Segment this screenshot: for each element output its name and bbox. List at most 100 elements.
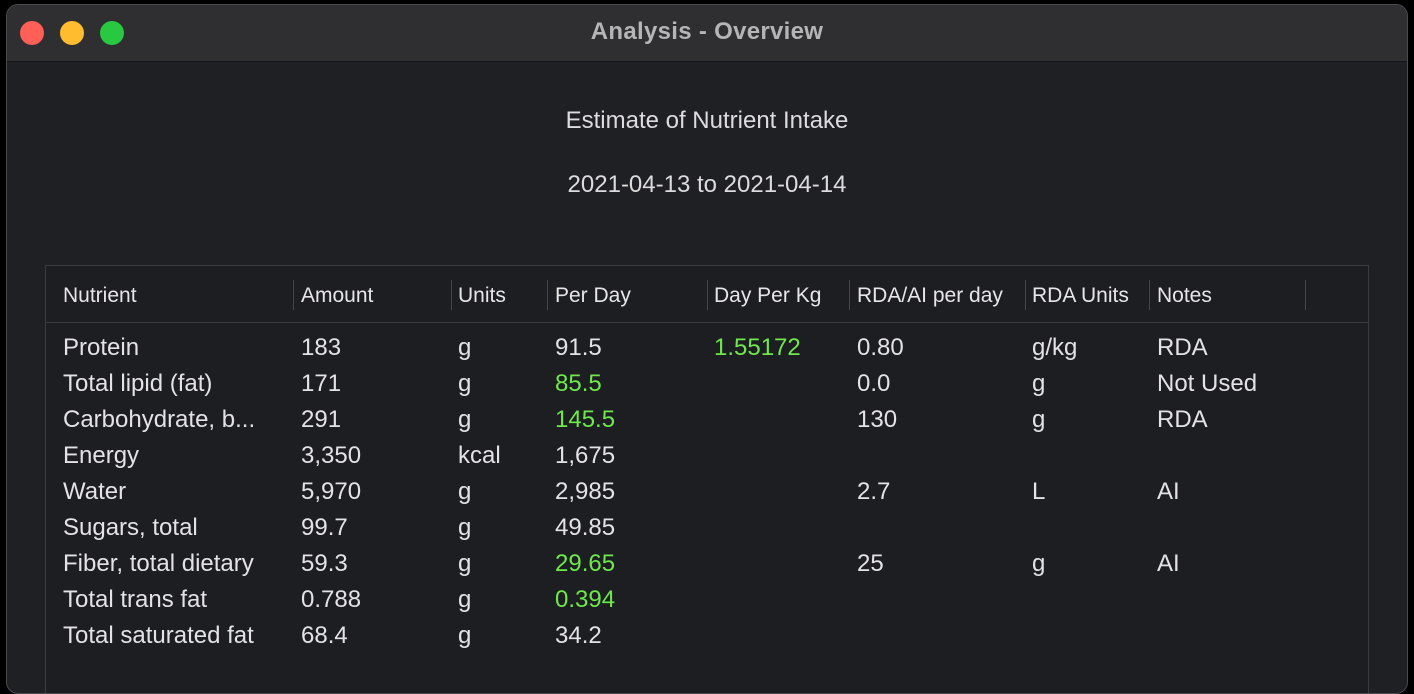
day-per-kg-cell: [714, 510, 844, 546]
table-row[interactable]: Sugars, total 99.7 g 49.85: [46, 510, 1368, 546]
notes-cell: AI: [1157, 550, 1180, 577]
column-header-nutrient[interactable]: Nutrient: [63, 284, 137, 307]
table-row[interactable]: Energy 3,350 kcal 1,675: [46, 438, 1368, 474]
column-divider[interactable]: [451, 280, 452, 310]
day-per-kg-cell: [714, 582, 844, 618]
notes-cell: AI: [1157, 478, 1180, 505]
column-header-day-per-kg[interactable]: Day Per Kg: [714, 284, 822, 307]
column-header-notes[interactable]: Notes: [1157, 284, 1212, 307]
rda-units-cell: g: [1032, 550, 1046, 577]
column-divider[interactable]: [547, 280, 548, 310]
units-cell: g: [458, 622, 472, 649]
day-per-kg-cell: [714, 546, 844, 582]
table-row[interactable]: Total saturated fat 68.4 g 34.2: [46, 618, 1368, 654]
nutrient-cell: Total saturated fat: [63, 622, 254, 649]
units-cell: g: [458, 586, 472, 613]
column-divider[interactable]: [1305, 280, 1306, 310]
day-per-kg-cell: [714, 438, 844, 474]
day-per-kg-cell: 1.55172: [714, 334, 801, 361]
amount-cell: 59.3: [301, 550, 348, 577]
rda-units-cell: g: [1032, 370, 1046, 397]
column-header-units[interactable]: Units: [458, 284, 506, 307]
units-cell: kcal: [458, 442, 501, 469]
column-header-rda-ai-per-day[interactable]: RDA/AI per day: [857, 284, 1003, 307]
table-row[interactable]: Protein 183 g 91.5 1.55172 0.80 g/kg RDA: [46, 330, 1368, 366]
nutrient-cell: Carbohydrate, b...: [63, 406, 256, 433]
report-date-range: 2021-04-13 to 2021-04-14: [567, 171, 847, 198]
column-divider[interactable]: [293, 280, 294, 310]
per-day-cell: 29.65: [555, 550, 616, 577]
rda-ai-per-day-cell: [857, 618, 1017, 654]
title-bar[interactable]: Analysis - Overview: [7, 5, 1407, 62]
column-header-rda-units[interactable]: RDA Units: [1032, 284, 1129, 307]
nutrient-cell: Total lipid (fat): [63, 370, 213, 397]
day-per-kg-cell: [714, 402, 844, 438]
column-header-per-day[interactable]: Per Day: [555, 284, 631, 307]
table-row[interactable]: Water 5,970 g 2,985 2.7 L AI: [46, 474, 1368, 510]
rda-units-cell: [1032, 438, 1142, 474]
table-row[interactable]: Total trans fat 0.788 g 0.394: [46, 582, 1368, 618]
nutrient-cell: Energy: [63, 442, 140, 469]
nutrient-cell: Total trans fat: [63, 586, 208, 613]
column-divider[interactable]: [1149, 280, 1150, 310]
per-day-cell: 85.5: [555, 370, 602, 397]
amount-cell: 5,970: [301, 478, 362, 505]
column-divider[interactable]: [1025, 280, 1026, 310]
rda-ai-per-day-cell: [857, 582, 1017, 618]
notes-cell: [1157, 582, 1337, 618]
per-day-cell: 145.5: [555, 406, 616, 433]
units-cell: g: [458, 514, 472, 541]
rda-ai-per-day-cell: 2.7: [857, 478, 891, 505]
nutrient-table[interactable]: Nutrient Amount Units Per Day Day Per Kg…: [45, 265, 1369, 693]
per-day-cell: 49.85: [555, 514, 616, 541]
nutrient-cell: Protein: [63, 334, 140, 361]
column-header-amount[interactable]: Amount: [301, 284, 374, 307]
table-row[interactable]: Fiber, total dietary 59.3 g 29.65 25 g A…: [46, 546, 1368, 582]
amount-cell: 291: [301, 406, 342, 433]
notes-cell: RDA: [1157, 406, 1208, 433]
nutrient-cell: Sugars, total: [63, 514, 198, 541]
notes-cell: [1157, 438, 1337, 474]
rda-units-cell: [1032, 618, 1142, 654]
units-cell: g: [458, 406, 472, 433]
rda-ai-per-day-cell: [857, 510, 1017, 546]
table-body: Protein 183 g 91.5 1.55172 0.80 g/kg RDA…: [46, 330, 1368, 654]
day-per-kg-cell: [714, 366, 844, 402]
notes-cell: [1157, 618, 1337, 654]
table-header: Nutrient Amount Units Per Day Day Per Kg…: [46, 266, 1368, 323]
units-cell: g: [458, 334, 472, 361]
amount-cell: 3,350: [301, 442, 362, 469]
rda-ai-per-day-cell: 130: [857, 406, 898, 433]
table-row[interactable]: Total lipid (fat) 171 g 85.5 0.0 g Not U…: [46, 366, 1368, 402]
notes-cell: Not Used: [1157, 370, 1258, 397]
rda-units-cell: g/kg: [1032, 334, 1078, 361]
column-divider[interactable]: [707, 280, 708, 310]
column-divider[interactable]: [849, 280, 850, 310]
per-day-cell: 2,985: [555, 478, 616, 505]
minimize-button[interactable]: [60, 21, 84, 45]
amount-cell: 0.788: [301, 586, 362, 613]
per-day-cell: 0.394: [555, 586, 616, 613]
units-cell: g: [458, 370, 472, 397]
window-title: Analysis - Overview: [590, 18, 824, 45]
amount-cell: 171: [301, 370, 342, 397]
rda-units-cell: [1032, 582, 1142, 618]
rda-units-cell: g: [1032, 406, 1046, 433]
close-button[interactable]: [20, 21, 44, 45]
per-day-cell: 34.2: [555, 622, 602, 649]
amount-cell: 183: [301, 334, 342, 361]
units-cell: g: [458, 550, 472, 577]
rda-units-cell: L: [1032, 478, 1046, 505]
rda-units-cell: [1032, 510, 1142, 546]
zoom-button[interactable]: [100, 21, 124, 45]
day-per-kg-cell: [714, 474, 844, 510]
nutrient-cell: Fiber, total dietary: [63, 550, 254, 577]
per-day-cell: 91.5: [555, 334, 602, 361]
analysis-window: Analysis - Overview Estimate of Nutrient…: [6, 4, 1408, 694]
rda-ai-per-day-cell: 25: [857, 550, 884, 577]
table-row[interactable]: Carbohydrate, b... 291 g 145.5 130 g RDA: [46, 402, 1368, 438]
day-per-kg-cell: [714, 618, 844, 654]
units-cell: g: [458, 478, 472, 505]
rda-ai-per-day-cell: 0.80: [857, 334, 904, 361]
notes-cell: [1157, 510, 1337, 546]
